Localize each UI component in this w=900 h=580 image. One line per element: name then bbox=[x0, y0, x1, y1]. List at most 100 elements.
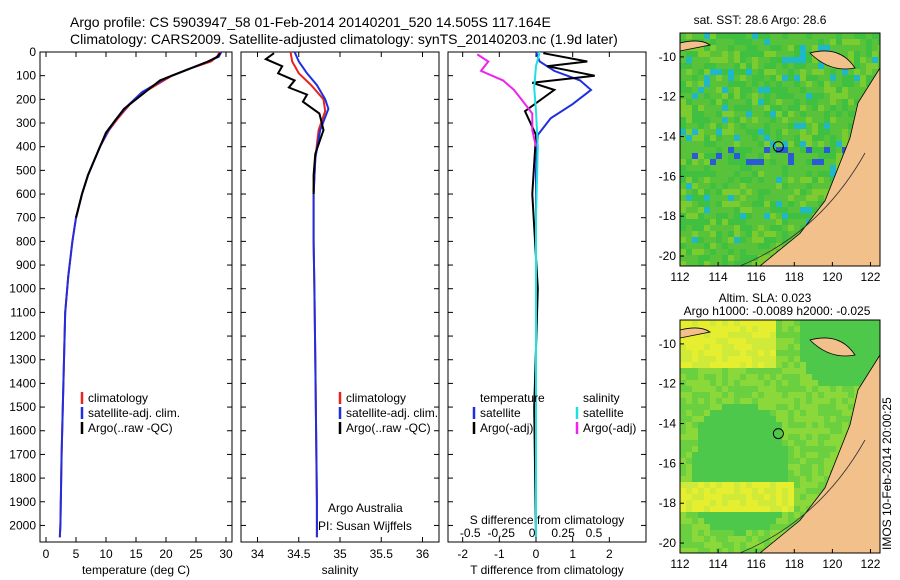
map-cell bbox=[728, 434, 734, 440]
map-cell bbox=[734, 524, 740, 530]
map-cell bbox=[830, 33, 836, 39]
map-cell bbox=[812, 57, 818, 63]
map-cell bbox=[764, 464, 770, 470]
map-cell bbox=[710, 183, 716, 189]
map-cell bbox=[680, 380, 686, 386]
map-cell bbox=[692, 500, 698, 506]
map-cell bbox=[764, 123, 770, 129]
map-cell bbox=[812, 380, 818, 386]
map-cell bbox=[794, 368, 800, 374]
map-cell bbox=[704, 368, 710, 374]
map-cell bbox=[692, 368, 698, 374]
map-cell bbox=[728, 147, 734, 153]
series-s-satellite bbox=[533, 51, 541, 538]
map-cell bbox=[680, 255, 686, 261]
map-cell bbox=[824, 464, 830, 470]
map-cell bbox=[710, 69, 716, 75]
map-cell bbox=[848, 326, 854, 332]
map-cell bbox=[878, 51, 880, 57]
map-cell bbox=[692, 428, 698, 434]
map-cell bbox=[782, 135, 788, 141]
map-cell bbox=[692, 464, 698, 470]
map-cell bbox=[824, 183, 830, 189]
map-cell bbox=[824, 93, 830, 99]
map-cell bbox=[680, 452, 686, 458]
map-cell bbox=[830, 410, 836, 416]
map-cell bbox=[842, 51, 848, 57]
map-cell bbox=[680, 458, 686, 464]
map-cell bbox=[776, 422, 782, 428]
map-cell bbox=[728, 398, 734, 404]
lon-tick-label: 114 bbox=[709, 270, 728, 284]
map-cell bbox=[752, 255, 758, 261]
map-cell bbox=[812, 416, 818, 422]
map-cell bbox=[728, 129, 734, 135]
map-cell bbox=[704, 470, 710, 476]
map-cell bbox=[746, 165, 752, 171]
map-cell bbox=[698, 320, 704, 326]
map-cell bbox=[782, 129, 788, 135]
map-cell bbox=[686, 117, 692, 123]
map-cell bbox=[716, 524, 722, 530]
map-cell bbox=[764, 344, 770, 350]
map-cell bbox=[752, 398, 758, 404]
map-cell bbox=[722, 458, 728, 464]
map-cell bbox=[824, 350, 830, 356]
map-cell bbox=[716, 446, 722, 452]
map-cell bbox=[728, 344, 734, 350]
map-cell bbox=[722, 243, 728, 249]
map-cell bbox=[818, 440, 824, 446]
map-cell bbox=[740, 123, 746, 129]
map-cell bbox=[836, 428, 842, 434]
map-cell bbox=[782, 368, 788, 374]
map-cell bbox=[782, 189, 788, 195]
series-argo-raw-qc- bbox=[263, 52, 325, 194]
map-cell bbox=[830, 141, 836, 147]
map-cell bbox=[848, 410, 854, 416]
map-cell bbox=[848, 57, 854, 63]
map-cell bbox=[836, 75, 842, 81]
map-cell bbox=[782, 165, 788, 171]
map-cell bbox=[698, 69, 704, 75]
map-cell bbox=[680, 512, 686, 518]
map-cell bbox=[788, 45, 794, 51]
map-cell bbox=[752, 446, 758, 452]
map-cell bbox=[752, 320, 758, 326]
map-cell bbox=[746, 213, 752, 219]
y-tick-label: 1800 bbox=[9, 471, 36, 485]
map-cell bbox=[740, 249, 746, 255]
map-cell bbox=[764, 428, 770, 434]
map-cell bbox=[746, 524, 752, 530]
map-cell bbox=[698, 177, 704, 183]
map-cell bbox=[758, 69, 764, 75]
map-cell bbox=[836, 99, 842, 105]
map-cell bbox=[806, 183, 812, 189]
map-cell bbox=[776, 111, 782, 117]
map-cell bbox=[824, 105, 830, 111]
map-cell bbox=[692, 404, 698, 410]
map-cell bbox=[680, 231, 686, 237]
map-cell bbox=[686, 135, 692, 141]
map-cell bbox=[686, 428, 692, 434]
map-cell bbox=[686, 476, 692, 482]
map-cell bbox=[710, 33, 716, 39]
map-cell bbox=[752, 171, 758, 177]
map-cell bbox=[764, 374, 770, 380]
map-cell bbox=[818, 201, 824, 207]
map-cell bbox=[704, 165, 710, 171]
map-cell bbox=[704, 404, 710, 410]
map-cell bbox=[872, 51, 878, 57]
map-cell bbox=[686, 392, 692, 398]
map-cell bbox=[770, 368, 776, 374]
map-cell bbox=[740, 111, 746, 117]
map-cell bbox=[794, 141, 800, 147]
map-cell bbox=[806, 470, 812, 476]
map-cell bbox=[716, 51, 722, 57]
map-cell bbox=[710, 219, 716, 225]
lon-tick-label: 114 bbox=[709, 557, 728, 571]
map-cell bbox=[686, 536, 692, 542]
map-cell bbox=[794, 434, 800, 440]
map-cell bbox=[704, 39, 710, 45]
map-cell bbox=[764, 488, 770, 494]
legend-label: climatology bbox=[88, 391, 148, 405]
